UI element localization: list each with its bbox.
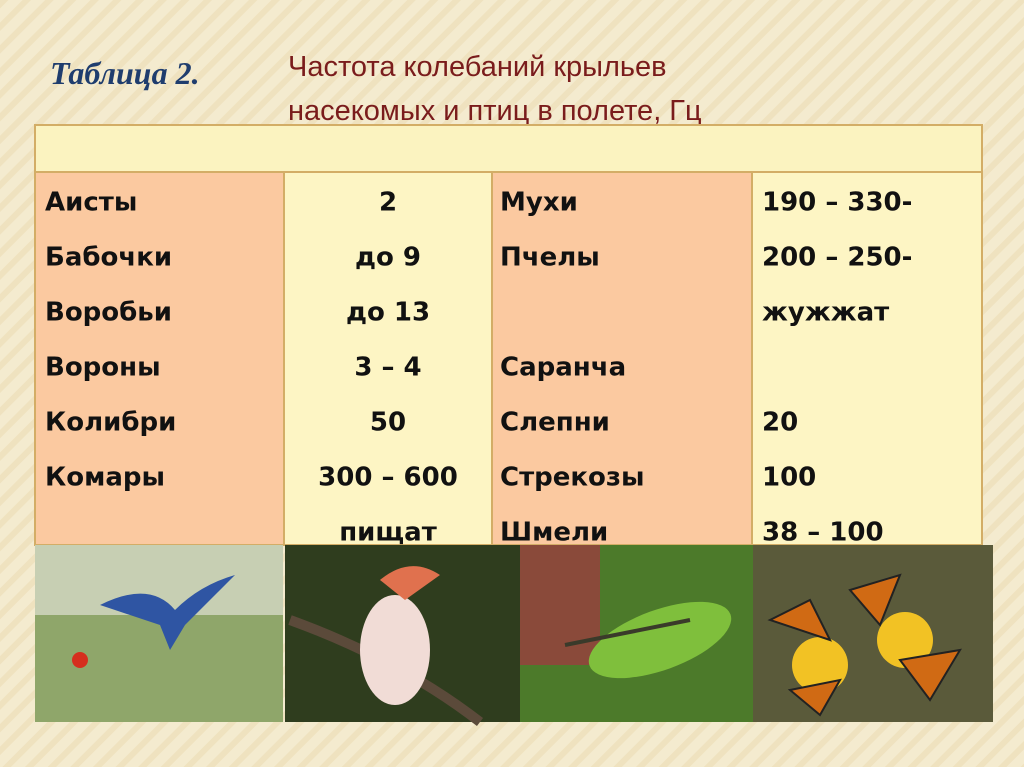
cell-text: 20: [762, 408, 798, 438]
cell-text: Слепни: [500, 408, 610, 438]
cell-text: 2: [379, 188, 397, 218]
cell-text: 190 – 330-: [762, 188, 912, 218]
cell-text: 200 – 250-: [762, 243, 912, 273]
column: [283, 171, 493, 546]
table: Аисты 2 Мухи 190 – 330- Бабочки до 9 Пчелы 200 …: [34, 124, 983, 548]
cell-text: Мухи: [500, 188, 578, 218]
cell-text: до 9: [355, 243, 421, 273]
cell-text: 3 – 4: [354, 353, 421, 383]
cell-text: Аисты: [45, 188, 137, 218]
title-line: Частота колебаний крыльев: [288, 51, 667, 83]
title-line: насекомых и птиц в полете, Гц: [288, 95, 702, 127]
cell-text: Стрекозы: [500, 463, 645, 493]
cell-text: до 13: [346, 298, 430, 328]
table-label: Таблица 2.: [50, 55, 200, 91]
cell-text: Саранча: [500, 353, 626, 383]
cell-text: 38 – 100: [762, 518, 884, 548]
table-body: Аисты 2 Мухи 190 – 330- Бабочки до 9 Пчелы 200 …: [45, 188, 912, 548]
cell-text: Бабочки: [45, 243, 172, 273]
column: [751, 171, 983, 546]
cell-text: Пчелы: [500, 243, 600, 273]
header-row: [34, 124, 983, 173]
photo-butterflies: [753, 545, 993, 722]
photo-dragonfly: [520, 545, 753, 722]
column: [491, 171, 753, 546]
cell-text: 100: [762, 463, 816, 493]
cell-text: Комары: [45, 463, 165, 493]
cell-text: пищат: [339, 518, 437, 548]
cell-text: жужжат: [762, 298, 889, 328]
cell-text: Вороны: [45, 353, 161, 383]
photo-bird: [35, 545, 283, 722]
cell-text: Воробьи: [45, 298, 172, 328]
column: [34, 171, 285, 546]
photos: [35, 545, 993, 726]
photo-cockatoo: [285, 545, 520, 726]
cell-text: Колибри: [45, 408, 176, 438]
cell-text: 50: [370, 408, 406, 438]
cell-text: Шмели: [500, 518, 608, 548]
cell-text: 300 – 600: [318, 463, 458, 493]
